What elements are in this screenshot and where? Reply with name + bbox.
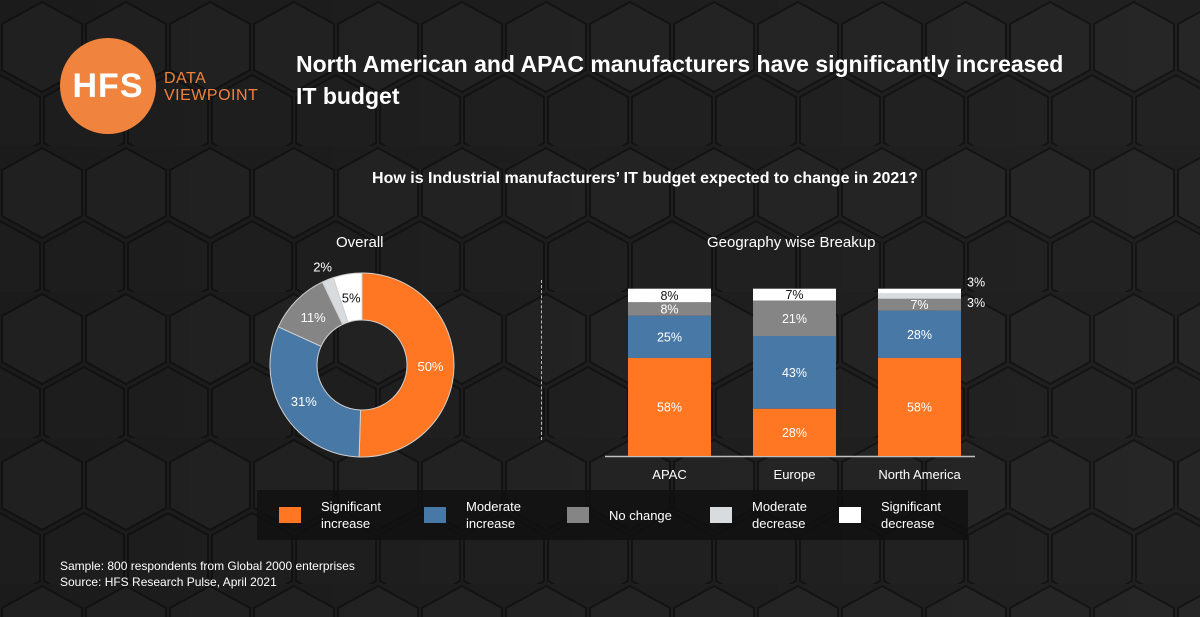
bar-data-label: 28% — [782, 426, 807, 440]
bar-segment-apac-moderate-increase — [628, 315, 711, 358]
donut-title: Overall — [336, 234, 384, 251]
page-title: North American and APAC manufacturers ha… — [296, 51, 1064, 109]
bar-data-label: 7% — [785, 288, 803, 302]
legend-label: Significant increase — [321, 499, 381, 531]
bar-segment-north-america-significant-decrease — [878, 288, 961, 294]
bar-data-label: 8% — [660, 302, 678, 316]
legend-swatch — [279, 507, 301, 523]
logo-subtitle: DATA VIEWPOINT — [164, 70, 258, 104]
donut-label: 5% — [342, 290, 361, 305]
bar-segment-apac-significant-increase — [628, 357, 711, 456]
bar-segment-europe-moderate-increase — [753, 336, 836, 409]
logo-line-1: DATA — [164, 70, 207, 87]
legend-swatch — [710, 507, 732, 523]
bar-data-label: 25% — [657, 330, 682, 344]
bar-chart-title: Geography wise Breakup — [707, 234, 876, 251]
bar-data-label: 3% — [967, 296, 985, 310]
hfs-logo: HFS — [60, 38, 156, 134]
bar-segment-europe-significant-increase — [753, 408, 836, 456]
x-tick-label: North America — [878, 467, 961, 482]
legend-label: Moderate decrease — [752, 499, 807, 531]
donut-slice-significant-decrease — [332, 272, 363, 323]
legend-item-significant-decrease: Significant decrease — [839, 490, 961, 540]
bar-segment-europe-significant-decrease — [753, 288, 836, 301]
source-note: Source: HFS Research Pulse, April 2021 — [60, 575, 277, 589]
legend-item-moderate-decrease: Moderate decrease — [710, 490, 832, 540]
bar-data-label: 3% — [967, 276, 985, 290]
donut-label: 2% — [313, 260, 332, 275]
logo-mark: HFS — [72, 66, 144, 105]
bar-data-label: 43% — [782, 366, 807, 380]
legend-item-significant-increase: Significant increase — [279, 490, 401, 540]
bar-data-label: 8% — [660, 289, 678, 303]
bar-segment-north-america-significant-increase — [878, 357, 961, 456]
legend-swatch — [424, 507, 446, 523]
chart-divider — [541, 280, 542, 440]
logo-line-2: VIEWPOINT — [164, 87, 259, 104]
bar-data-label: 28% — [907, 328, 932, 342]
donut-chart: 50% 31% 11% 2% 5% — [269, 260, 455, 458]
bar-segment-apac-significant-decrease — [628, 288, 711, 303]
legend-item-no-change: No change — [567, 490, 689, 540]
bar-segment-apac-no-change — [628, 302, 711, 316]
x-tick-label: Europe — [774, 467, 816, 482]
donut-label: 11% — [301, 310, 326, 325]
legend-label: Significant decrease — [881, 499, 941, 531]
donut-slice-moderate-increase — [269, 326, 362, 458]
legend-item-moderate-increase: Moderate increase — [424, 490, 546, 540]
bar-segment-north-america-moderate-increase — [878, 310, 961, 358]
survey-question: How is Industrial manufacturers’ IT budg… — [372, 170, 918, 187]
legend-label: No change — [609, 507, 672, 523]
bar-segment-europe-no-change — [753, 300, 836, 337]
legend-label: Moderate increase — [466, 499, 521, 531]
bar-segment-north-america-moderate-decrease — [878, 293, 961, 299]
donut-label: 50% — [417, 359, 443, 374]
legend: Significant increase Moderate increase No … — [257, 490, 968, 540]
x-tick-label: APAC — [652, 467, 686, 482]
donut-label: 31% — [291, 394, 317, 409]
bar-data-label: 58% — [907, 400, 932, 414]
stacked-bar-chart: 58% 25% 8%8% APAC 28% 43% 21% 7% Europe 58% 28% 7% 3… — [605, 276, 985, 482]
bar-data-label: 58% — [657, 400, 682, 414]
legend-swatch — [839, 507, 861, 523]
footer-notes: Sample: 800 respondents from Global 2000… — [60, 558, 355, 590]
bar-data-label: 21% — [782, 312, 807, 326]
donut-slice-significant-increase — [358, 272, 455, 458]
legend-swatch — [567, 507, 589, 523]
bar-data-label: 7% — [910, 298, 928, 312]
sample-note: Sample: 800 respondents from Global 2000… — [60, 559, 355, 573]
bar-segment-north-america-no-change — [878, 298, 961, 311]
